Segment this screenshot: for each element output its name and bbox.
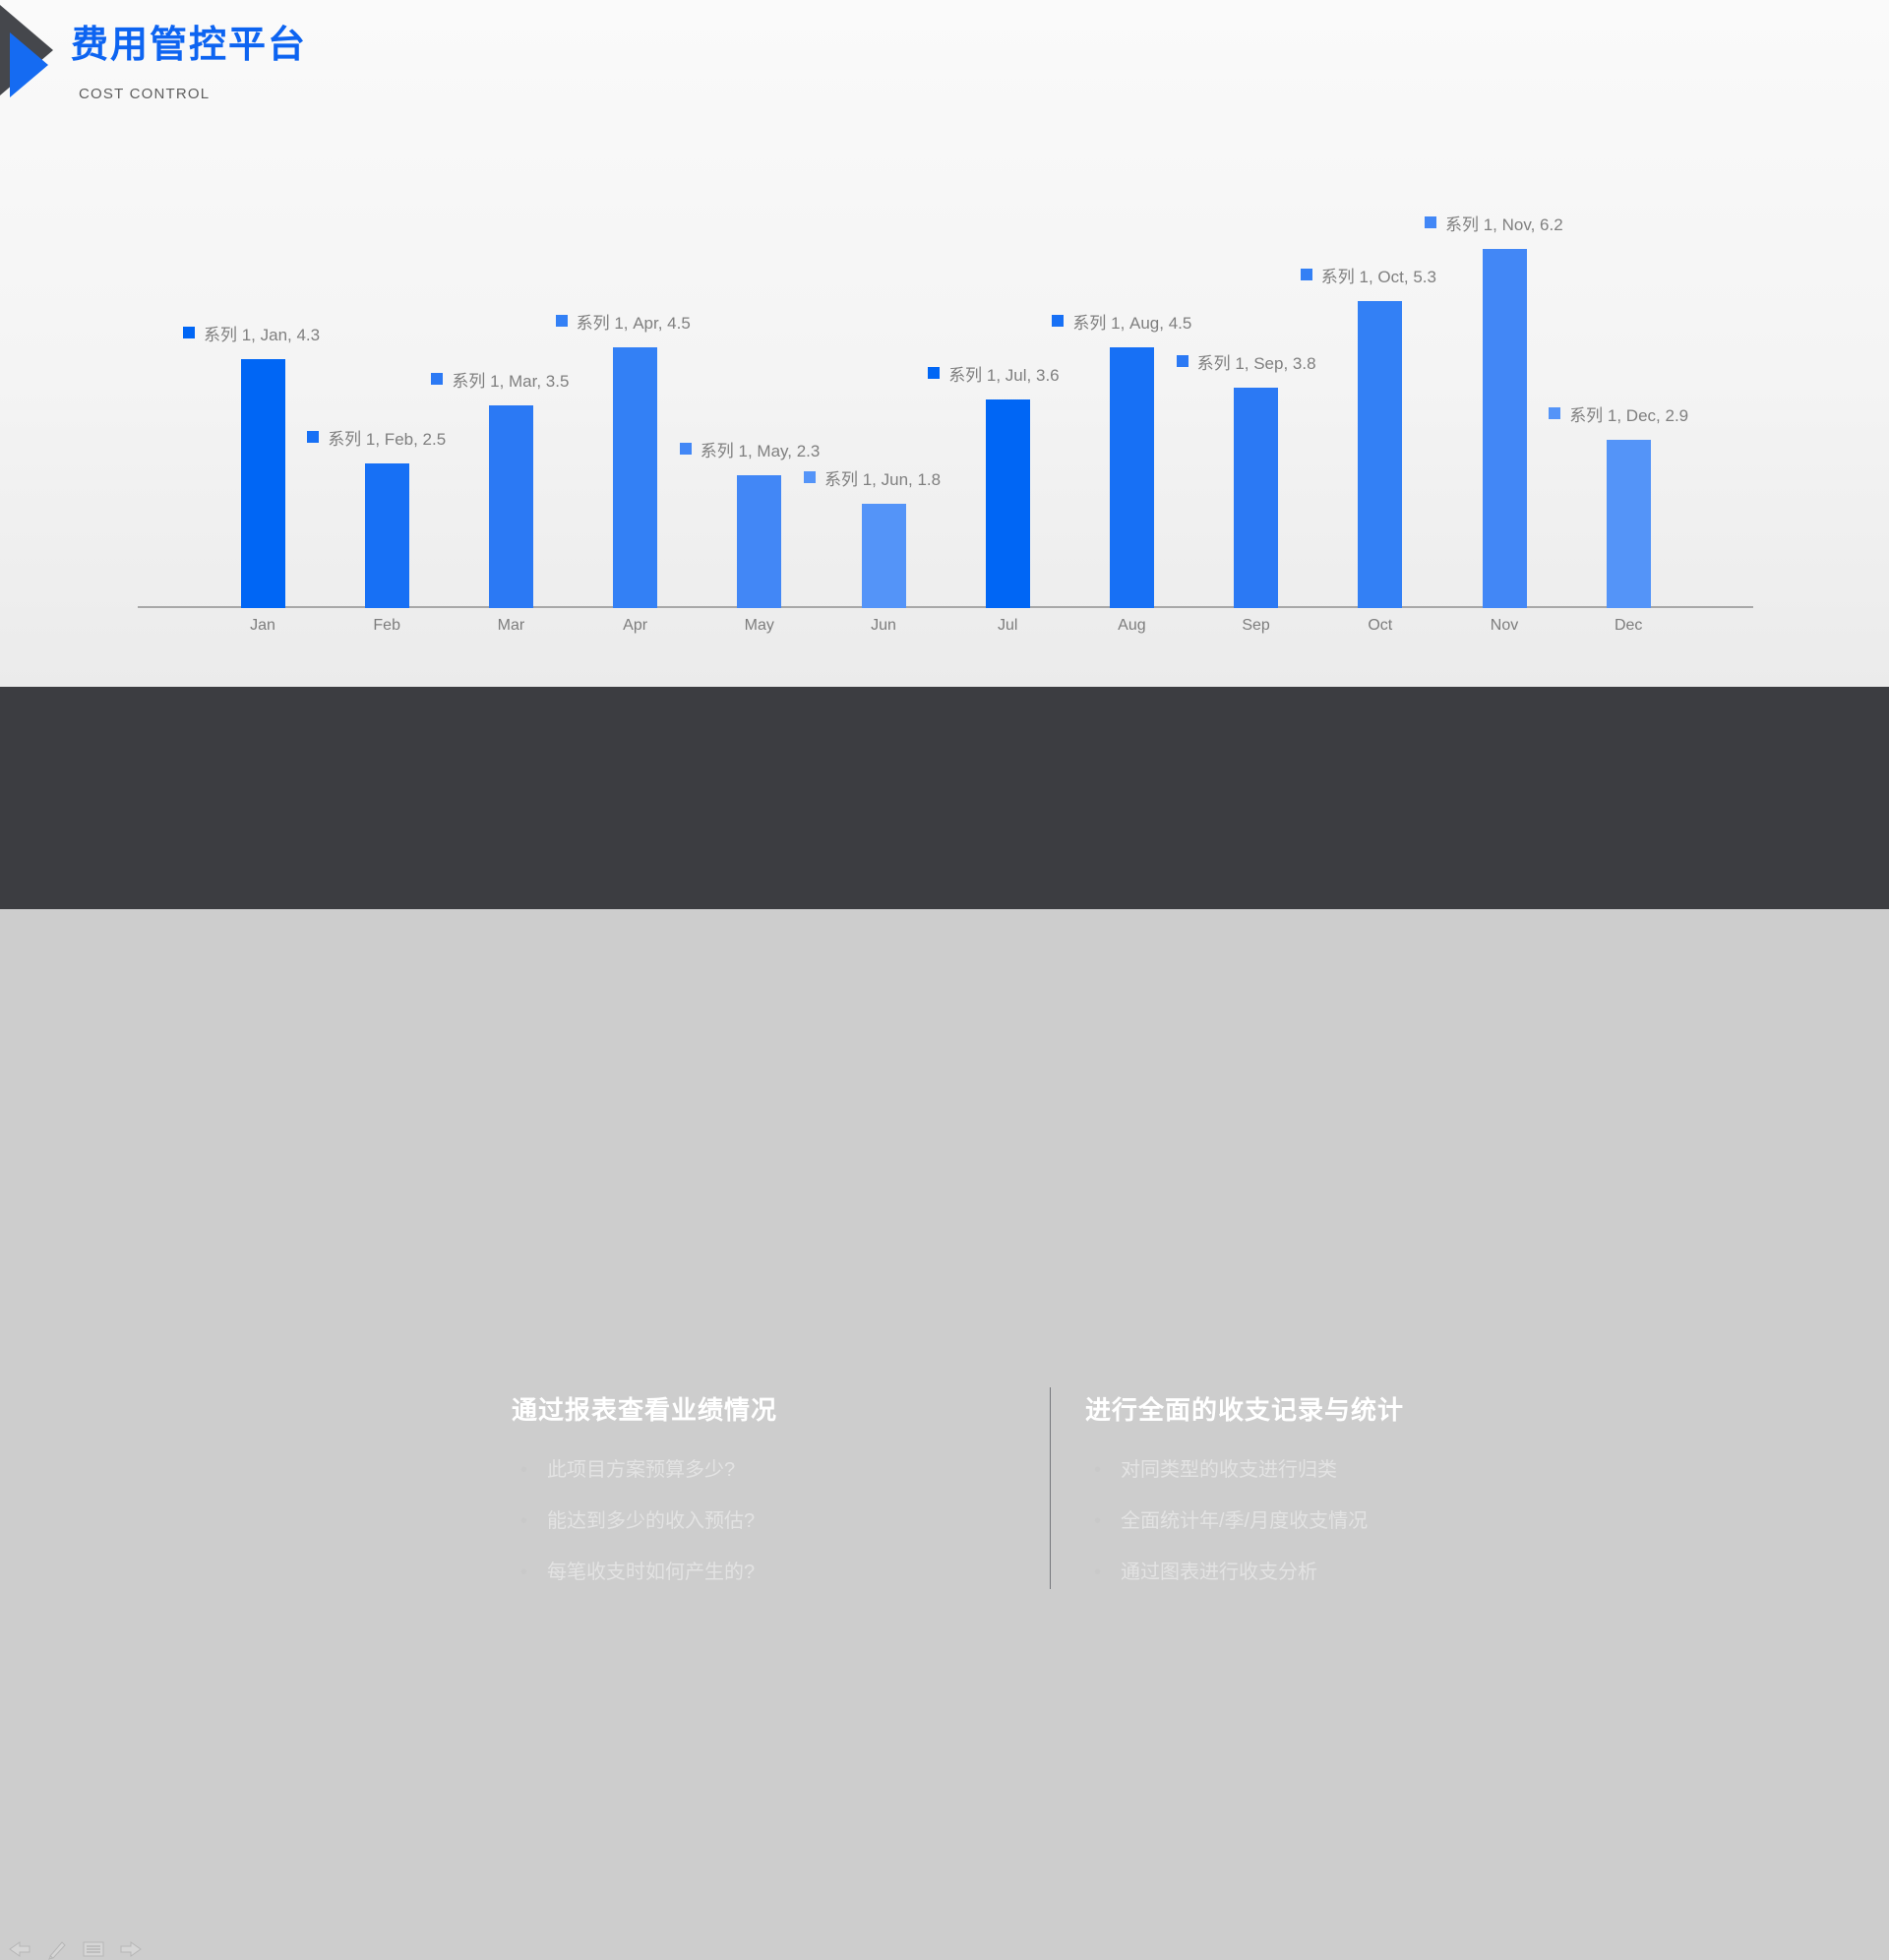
data-label-text: 系列 1, May, 2.3 [700, 441, 821, 460]
bullet-item: • 此项目方案预算多少? [512, 1455, 1023, 1485]
data-label-text: 系列 1, Jun, 1.8 [824, 469, 942, 489]
bullet-item: • 通过图表进行收支分析 [1085, 1558, 1656, 1587]
bar-jan [240, 359, 285, 608]
presenter-toolbar [8, 1938, 143, 1960]
series-marker-icon [307, 431, 320, 443]
bar-jun [861, 504, 906, 608]
data-label-text: 系列 1, Apr, 4.5 [576, 313, 691, 333]
x-axis-line [138, 606, 1753, 608]
data-label-text: 系列 1, Oct, 5.3 [1320, 267, 1436, 286]
bullet-text: 对同类型的收支进行归类 [1121, 1459, 1337, 1481]
x-tick-jul: Jul [997, 617, 1018, 634]
series-marker-icon [1300, 269, 1312, 280]
data-label-text: 系列 1, Aug, 4.5 [1072, 313, 1192, 333]
bar-nov [1482, 249, 1527, 608]
bullet-item: • 全面统计年/季/月度收支情况 [1085, 1506, 1656, 1536]
bar-mar [488, 405, 533, 608]
slide-main-area: 费用管控平台 COST CONTROL Jan 系列 1, Jan, 4.3 Feb… [0, 0, 1889, 687]
series-marker-icon [1176, 355, 1188, 367]
bottom-strip [0, 909, 1889, 1960]
x-tick-apr: Apr [623, 617, 648, 634]
x-tick-dec: Dec [1614, 617, 1643, 634]
panel-divider [1050, 1387, 1051, 1589]
x-tick-may: May [744, 617, 774, 634]
bar-dec [1606, 440, 1651, 608]
x-tick-oct: Oct [1368, 617, 1393, 634]
bullet-dot-icon: • [520, 1510, 528, 1532]
data-label-jun: 系列 1, Jun, 1.8 [804, 465, 941, 489]
back-arrow-icon[interactable] [8, 1938, 33, 1960]
data-label-oct: 系列 1, Oct, 5.3 [1300, 263, 1436, 286]
bar-may [737, 475, 782, 608]
panel-right-title: 进行全面的收支记录与统计 [1085, 1395, 1405, 1425]
feature-panel: 通过报表查看业绩情况 • 此项目方案预算多少? • 能达到多少的收入预估? • 每笔收支时… [0, 687, 1889, 1589]
panel-right: 进行全面的收支记录与统计 • 对同类型的收支进行归类 • 全面统计年/季/月度收支情况… [1085, 1395, 1656, 1609]
bar-apr [613, 347, 658, 608]
x-tick-aug: Aug [1118, 617, 1146, 634]
page-title: 费用管控平台 [71, 25, 308, 66]
x-tick-nov: Nov [1490, 617, 1519, 634]
bullet-dot-icon: • [520, 1459, 528, 1481]
panel-left: 通过报表查看业绩情况 • 此项目方案预算多少? • 能达到多少的收入预估? • 每笔收支时… [512, 1395, 1023, 1609]
series-marker-icon [1549, 407, 1561, 419]
series-marker-icon [928, 367, 941, 379]
bullet-dot-icon: • [1094, 1459, 1102, 1481]
bullet-text: 此项目方案预算多少? [547, 1459, 736, 1481]
x-tick-jan: Jan [250, 617, 275, 634]
bullet-dot-icon: • [520, 1562, 528, 1583]
series-marker-icon [1425, 216, 1436, 228]
series-marker-icon [679, 443, 692, 455]
page-subtitle: COST CONTROL [79, 86, 211, 102]
x-tick-mar: Mar [497, 617, 525, 634]
slides-icon[interactable] [81, 1938, 106, 1960]
data-label-jan: 系列 1, Jan, 4.3 [183, 321, 320, 344]
panel-left-title: 通过报表查看业绩情况 [512, 1395, 778, 1425]
bar-jul [985, 399, 1030, 608]
series-marker-icon [804, 471, 816, 483]
x-tick-sep: Sep [1242, 617, 1270, 634]
data-label-text: 系列 1, Sep, 3.8 [1196, 353, 1316, 373]
x-tick-jun: Jun [871, 617, 896, 634]
data-label-apr: 系列 1, Apr, 4.5 [555, 309, 691, 333]
data-label-jul: 系列 1, Jul, 3.6 [928, 361, 1060, 385]
bullet-item: • 对同类型的收支进行归类 [1085, 1455, 1656, 1485]
forward-arrow-icon[interactable] [117, 1938, 143, 1960]
bullet-text: 通过图表进行收支分析 [1121, 1562, 1317, 1583]
bar-oct [1358, 301, 1403, 608]
data-label-nov: 系列 1, Nov, 6.2 [1425, 211, 1563, 234]
bullet-text: 每笔收支时如何产生的? [547, 1562, 756, 1583]
bullet-item: • 能达到多少的收入预估? [512, 1506, 1023, 1536]
data-label-sep: 系列 1, Sep, 3.8 [1176, 349, 1316, 373]
panel-right-bullet-list: • 对同类型的收支进行归类 • 全面统计年/季/月度收支情况 • 通过图表进行收支分析 [1085, 1455, 1656, 1587]
series-marker-icon [555, 315, 568, 327]
data-label-text: 系列 1, Jul, 3.6 [948, 365, 1060, 385]
data-label-aug: 系列 1, Aug, 4.5 [1052, 309, 1191, 333]
data-label-mar: 系列 1, Mar, 3.5 [431, 367, 569, 391]
bar-feb [364, 463, 409, 608]
series-marker-icon [183, 327, 195, 338]
bar-sep [1234, 388, 1279, 608]
panel-left-bullet-list: • 此项目方案预算多少? • 能达到多少的收入预估? • 每笔收支时如何产生的? [512, 1455, 1023, 1587]
series-marker-icon [1052, 315, 1065, 327]
data-label-text: 系列 1, Dec, 2.9 [1569, 405, 1689, 425]
bullet-dot-icon: • [1094, 1562, 1102, 1583]
data-label-text: 系列 1, Nov, 6.2 [1445, 214, 1563, 234]
data-label-may: 系列 1, May, 2.3 [679, 437, 821, 460]
data-label-text: 系列 1, Feb, 2.5 [328, 429, 447, 449]
data-label-feb: 系列 1, Feb, 2.5 [307, 425, 446, 449]
bullet-text: 能达到多少的收入预估? [547, 1510, 756, 1532]
series-marker-icon [431, 373, 444, 385]
data-label-text: 系列 1, Mar, 3.5 [452, 371, 570, 391]
data-label-text: 系列 1, Jan, 4.3 [204, 325, 321, 344]
bullet-item: • 每笔收支时如何产生的? [512, 1558, 1023, 1587]
data-label-dec: 系列 1, Dec, 2.9 [1549, 401, 1688, 425]
x-tick-feb: Feb [373, 617, 400, 634]
pen-icon[interactable] [44, 1938, 70, 1960]
bullet-dot-icon: • [1094, 1510, 1102, 1532]
bullet-text: 全面统计年/季/月度收支情况 [1121, 1510, 1369, 1532]
bar-aug [1109, 347, 1154, 608]
